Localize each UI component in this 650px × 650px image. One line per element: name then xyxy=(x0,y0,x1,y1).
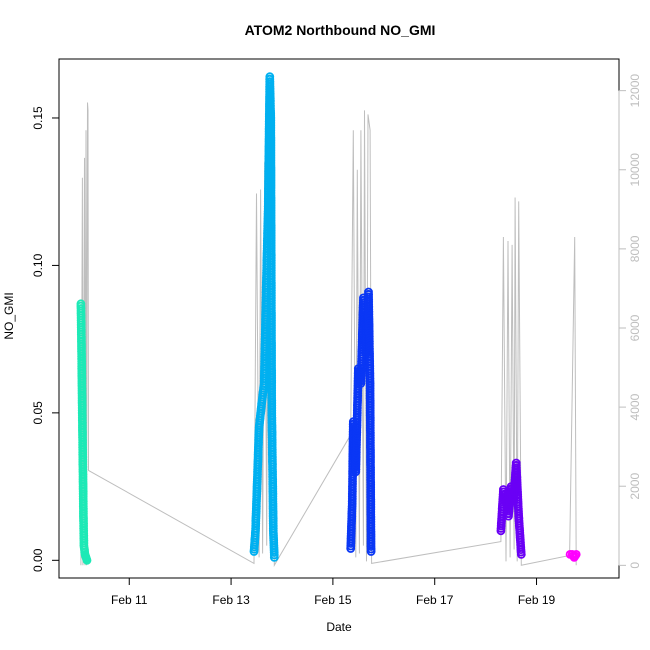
plot-frame xyxy=(58,58,620,579)
series-5 xyxy=(565,550,581,562)
y2-tick-label: 0 xyxy=(628,562,642,569)
series-layer xyxy=(76,72,581,565)
data-point xyxy=(571,550,581,559)
y-tick-label: 0.15 xyxy=(31,106,45,130)
altitude-line xyxy=(80,102,577,568)
series-4 xyxy=(496,458,526,559)
x-tick-label: Feb 17 xyxy=(416,593,454,607)
x-tick-label: Feb 13 xyxy=(212,593,250,607)
y2-tick-label: 12000 xyxy=(628,74,642,108)
y2-tick-label: 2000 xyxy=(628,473,642,500)
y2-tick-label: 8000 xyxy=(628,235,642,262)
y2-tick-label: 10000 xyxy=(628,153,642,187)
y2-tick-label: 4000 xyxy=(628,393,642,420)
data-point xyxy=(82,555,92,565)
data-point xyxy=(516,550,526,559)
x-tick-label: Feb 11 xyxy=(111,593,148,607)
x-tick-label: Feb 19 xyxy=(518,593,556,607)
x-axis: Feb 11 Feb 13 Feb 15 Feb 17 Feb 19 xyxy=(111,577,556,607)
y2-tick-label: 6000 xyxy=(628,314,642,341)
y-axis-label: NO_GMI xyxy=(2,292,16,339)
y-tick-label: 0.00 xyxy=(31,548,45,572)
series-3 xyxy=(346,287,376,556)
y2-axis: 0 2000 4000 6000 8000 10000 12000 xyxy=(618,74,642,569)
data-point xyxy=(269,553,279,562)
x-tick-label: Feb 15 xyxy=(314,593,352,607)
series-1 xyxy=(76,299,92,565)
altitude-line-layer xyxy=(80,102,577,568)
y-tick-label: 0.10 xyxy=(31,253,45,277)
data-point xyxy=(366,547,376,556)
series-2 xyxy=(249,72,279,562)
chart-title: ATOM2 Northbound NO_GMI xyxy=(245,22,436,38)
y-tick-label: 0.05 xyxy=(31,401,45,425)
x-axis-label: Date xyxy=(326,620,352,634)
y-axis: 0.00 0.05 0.10 0.15 xyxy=(31,106,60,572)
